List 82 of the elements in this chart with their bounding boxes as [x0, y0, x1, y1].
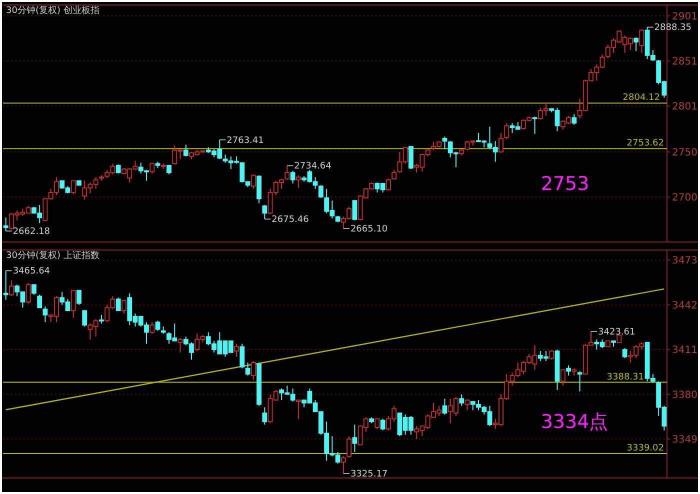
y-tick-label: 2901 [672, 11, 698, 22]
candlestick [442, 398, 448, 416]
annotation: 3465.64 [12, 266, 50, 277]
candlestick [560, 369, 566, 386]
candlestick [284, 165, 290, 180]
candlestick [183, 144, 188, 157]
annotation: 3334点 [540, 410, 608, 433]
annotation: 3423.61 [598, 327, 636, 338]
candlestick [572, 114, 577, 126]
candlestick [262, 406, 268, 426]
candlestick [245, 362, 250, 376]
candlestick [296, 400, 301, 420]
candlestick [8, 280, 14, 297]
y-tick-label: 3411 [672, 345, 698, 356]
candlestick [622, 348, 628, 359]
y-tick-label: 2851 [672, 56, 698, 68]
candlestick [340, 456, 346, 474]
candlestick [639, 28, 644, 54]
ref-line-label: 2753.62 [626, 138, 664, 149]
candlestick [352, 200, 358, 221]
y-tick-label: 3349 [672, 434, 698, 446]
candlestick [374, 418, 380, 430]
candlestick [504, 122, 510, 140]
annotation: 2662.18 [12, 227, 50, 238]
candlestick [3, 270, 8, 300]
candlestick [122, 300, 126, 314]
candlestick [155, 320, 160, 332]
candlestick [634, 36, 638, 52]
candlestick [290, 170, 296, 184]
candlestick [240, 343, 245, 369]
candlestick [116, 297, 121, 312]
candlestick [166, 164, 172, 175]
candlestick [37, 294, 42, 308]
candlestick [250, 360, 256, 380]
candlestick [498, 132, 504, 154]
candlestick [150, 163, 155, 174]
candlestick [116, 164, 121, 174]
candlestick [352, 424, 358, 453]
candlestick [76, 290, 82, 306]
y-tick-label: 3473 [672, 256, 698, 267]
ref-line-label: 2804.12 [622, 93, 660, 104]
candlestick [234, 343, 239, 358]
candlestick [386, 178, 391, 192]
candlestick [380, 418, 386, 431]
y-tick-label: 2801 [672, 101, 698, 112]
annotation: 2753 [540, 172, 590, 195]
candlestick [296, 174, 301, 188]
candlestick [70, 290, 76, 318]
candlestick [464, 400, 470, 411]
candlestick [577, 370, 582, 392]
candlestick [392, 169, 397, 180]
ref-line-label: 3339.02 [626, 443, 664, 454]
annotation: 2665.10 [350, 224, 388, 234]
annotation: 2763.41 [226, 136, 264, 146]
candlestick [262, 204, 268, 220]
candlestick [442, 136, 448, 150]
annotation: 2734.64 [294, 162, 332, 172]
y-tick-label: 3380 [672, 390, 698, 401]
annotation: 2675.46 [272, 215, 310, 226]
candlestick [318, 184, 324, 198]
y-tick-label: 2700 [672, 192, 698, 204]
chart-title: 30分钟(复权) 创业板指 [6, 5, 100, 16]
candlestick [26, 282, 31, 304]
y-tick-label: 3442 [672, 300, 698, 312]
candlestick [42, 306, 48, 323]
candlestick [3, 217, 8, 232]
candlestick [408, 146, 414, 170]
y-tick-label: 2750 [672, 147, 698, 158]
candlestick [250, 174, 256, 190]
annotation: 3325.17 [350, 469, 388, 480]
candlestick [150, 322, 155, 334]
candlestick [256, 174, 262, 204]
candlestick [82, 310, 88, 327]
candlestick [70, 180, 76, 195]
candlestick [532, 116, 538, 134]
candlestick [32, 284, 36, 296]
candlestick [566, 364, 571, 376]
candlestick [178, 338, 183, 353]
candlestick [459, 394, 464, 406]
candlestick [346, 436, 352, 458]
ref-line-label: 3388.31 [606, 372, 644, 382]
chart-title: 30分钟(复权) 上证指数 [6, 250, 100, 261]
